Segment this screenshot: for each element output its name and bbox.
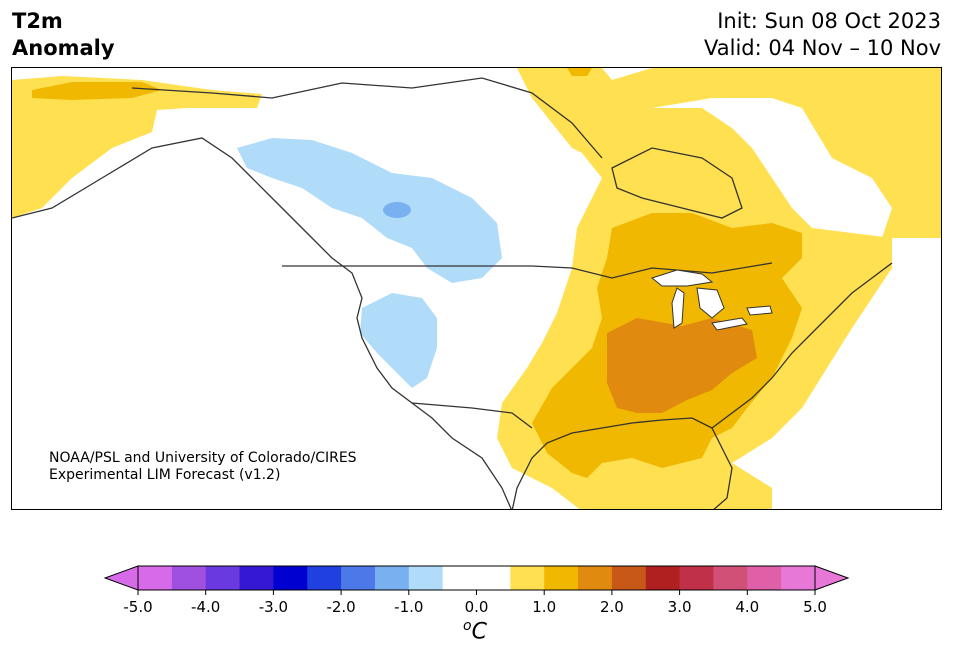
great-basin-cool-area bbox=[360, 293, 437, 388]
colorbar-tick-label: 1.0 bbox=[532, 598, 557, 616]
lake-erie bbox=[711, 317, 748, 331]
colorbar-cell bbox=[781, 566, 816, 590]
colorbar-cell bbox=[273, 566, 308, 590]
colorbar-tick-label: 3.0 bbox=[667, 598, 692, 616]
colorbar-tick-label: 2.0 bbox=[599, 598, 624, 616]
west-coast bbox=[12, 137, 512, 509]
lake-huron bbox=[696, 287, 725, 319]
northern-canada-warm-area bbox=[517, 68, 941, 238]
colorbar-cells bbox=[138, 566, 816, 590]
colorbar-tick-label: 0.0 bbox=[464, 598, 489, 616]
title-line-2: Anomaly bbox=[12, 36, 115, 60]
credit-line-2: Experimental LIM Forecast (v1.2) bbox=[49, 467, 281, 483]
colorbar-cell bbox=[205, 566, 241, 590]
credit-line-1: NOAA/PSL and University of Colorado/CIRE… bbox=[49, 450, 357, 466]
colorbar-tick-label: -5.0 bbox=[123, 598, 153, 616]
colorbar-cell bbox=[645, 566, 681, 590]
colorbar-cell bbox=[138, 566, 173, 590]
map-credit: NOAA/PSL and University of Colorado/CIRE… bbox=[49, 450, 357, 484]
colorbar-cell bbox=[171, 566, 207, 590]
colorbar-cell bbox=[442, 566, 477, 590]
colorbar-cell bbox=[307, 566, 342, 590]
canada-orange-area bbox=[567, 68, 592, 76]
colorbar-cell bbox=[408, 566, 444, 590]
unit-letter: C bbox=[471, 619, 487, 645]
colorbar-tick-label: -1.0 bbox=[394, 598, 424, 616]
title-line-1: T2m bbox=[12, 9, 63, 33]
anomaly-fill-plus-2 bbox=[607, 318, 757, 413]
great-lakes bbox=[650, 269, 773, 331]
colorbar-cell bbox=[239, 566, 274, 590]
us-mexico-border bbox=[411, 402, 533, 429]
colorbar-low-extend bbox=[103, 565, 139, 591]
colorbar-cell bbox=[747, 566, 782, 590]
anomaly-fill-minus-1 bbox=[237, 138, 502, 388]
east-coast bbox=[711, 262, 893, 429]
colorbar-cell bbox=[679, 566, 714, 590]
colorbar-tick-label: -3.0 bbox=[258, 598, 289, 616]
anomaly-map bbox=[11, 67, 942, 510]
colorbar-cell bbox=[476, 566, 511, 590]
init-date: Init: Sun 08 Oct 2023 bbox=[717, 9, 941, 33]
colorbar-high-extend bbox=[814, 565, 850, 591]
colorbar-unit: oC bbox=[463, 618, 487, 644]
unit-superscript: o bbox=[463, 618, 472, 634]
forecast-dates: Init: Sun 08 Oct 2023 Valid: 04 Nov – 10… bbox=[704, 8, 941, 62]
alaska-warm-area bbox=[12, 76, 262, 218]
colorbar-tick-label: 4.0 bbox=[735, 598, 760, 616]
colorbar-cell bbox=[374, 566, 410, 590]
ohio-valley-hotspot bbox=[607, 318, 757, 413]
gulf-coast bbox=[511, 417, 733, 509]
coastlines-and-borders bbox=[12, 77, 893, 509]
colorbar-cell bbox=[578, 566, 613, 590]
colorbar-tick-label: 5.0 bbox=[803, 598, 827, 616]
alaska-orange-area bbox=[32, 82, 162, 100]
colorbar-cell bbox=[611, 566, 647, 590]
map-title: T2m Anomaly bbox=[12, 8, 115, 62]
colorbar-ticks bbox=[137, 590, 816, 595]
colorbar-cell bbox=[510, 566, 545, 590]
colorbar-tick-label: -4.0 bbox=[191, 598, 221, 616]
lake-michigan bbox=[671, 287, 685, 329]
anomaly-fill-minus-1-5 bbox=[383, 202, 411, 218]
western-canada-cool-area bbox=[237, 138, 502, 283]
lake-superior bbox=[650, 269, 714, 287]
colorbar-cell bbox=[544, 566, 579, 590]
colorbar-tick-label: -2.0 bbox=[326, 598, 356, 616]
lake-ontario bbox=[746, 305, 773, 316]
hudson-bay bbox=[611, 147, 743, 219]
us-canada-border bbox=[282, 262, 773, 279]
arctic-coast bbox=[131, 77, 603, 159]
valid-range: Valid: 04 Nov – 10 Nov bbox=[704, 36, 941, 60]
cool-spot bbox=[383, 202, 411, 218]
map-svg bbox=[12, 68, 941, 509]
colorbar-cell bbox=[713, 566, 748, 590]
colorbar-cell bbox=[341, 566, 376, 590]
